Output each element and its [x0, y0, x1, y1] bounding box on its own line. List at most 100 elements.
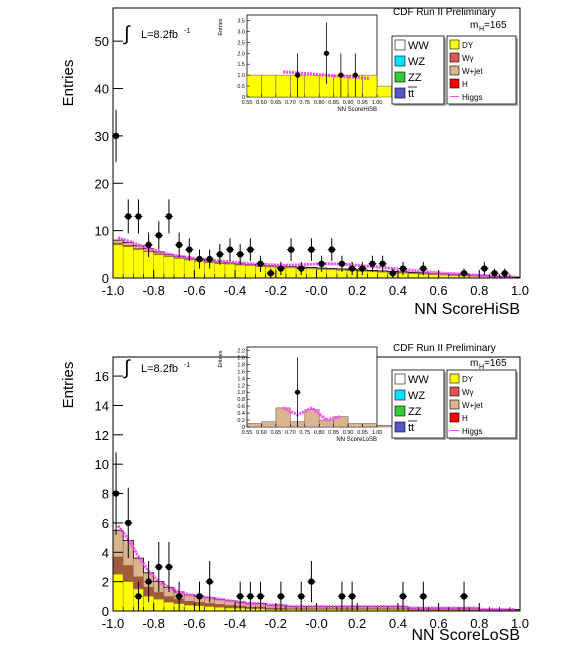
inset-x-tick-label: 0.90: [343, 430, 354, 436]
inset-x-tick-label: 0.60: [256, 100, 267, 106]
x-tick-label: -0.6: [183, 616, 205, 631]
inset-y-tick-label: 0.4: [237, 411, 245, 417]
y-tick-label: 10: [95, 224, 109, 239]
bkg-dy-bar: [183, 259, 195, 279]
luminosity-label: ∫ L=8.2fb -1: [123, 23, 190, 45]
panel-1: -1.0 -0.8 -0.6 -0.4 -0.2 -0.0 0.2 0.4 0.6 0.8 1.00…: [60, 7, 529, 318]
data-point: [379, 260, 386, 267]
data-point: [206, 255, 213, 263]
data-point: [125, 519, 132, 527]
data-point: [112, 132, 120, 140]
inset-y-tick-label: 3.0: [237, 29, 245, 35]
data-point: [125, 213, 132, 220]
bkg-dy-bar: [245, 265, 256, 279]
inset-data-point: [338, 72, 344, 78]
data-point: [308, 578, 315, 585]
inset-x-tick-label: 0.70: [285, 100, 296, 106]
luminosity-exponent: -1: [184, 362, 190, 369]
legend-label-wjet: W+jet: [462, 401, 483, 410]
x-tick-label: -0.8: [142, 616, 164, 631]
legend-label-wgamma: Wγ: [462, 54, 474, 63]
legend-swatch: [394, 87, 406, 99]
y-tick-label: 2: [102, 575, 109, 590]
data-point: [196, 593, 203, 600]
data-point: [165, 213, 173, 220]
panel-2: -1.0 -0.8 -0.6 -0.4 -0.2 -0.0 0.2 0.4 0.6 0.8 1.00…: [60, 343, 529, 644]
mass-subscript: H: [479, 364, 484, 371]
x-tick-label: -1.0: [102, 616, 124, 631]
legend-label-wz: WZ: [408, 56, 425, 68]
inset-x-tick-label: 0.70: [285, 430, 296, 436]
x-tick-label: 1.0: [511, 283, 529, 298]
inset-bkg-bar: [275, 407, 291, 428]
legend-label-dy: DY: [462, 375, 474, 384]
mass-value: =165: [484, 358, 507, 369]
inset-bkg-bar: [304, 409, 320, 428]
x-tick-label: -0.6: [183, 283, 205, 298]
inset-y-tick-label: 1.4: [237, 376, 245, 382]
inset-x-tick-label: 0.95: [357, 430, 368, 436]
data-point: [328, 246, 335, 253]
inset-x-tick-label: 1.00: [372, 430, 383, 436]
data-point: [257, 593, 264, 600]
data-point: [165, 563, 173, 571]
data-point: [338, 260, 346, 267]
x-tick-label: -0.4: [224, 283, 246, 298]
y-axis-title: Entries: [60, 362, 77, 409]
higgs-mass-label: m H =165: [470, 20, 507, 33]
bkg-dy-bar: [214, 607, 226, 612]
bkg-dy-bar: [153, 599, 165, 612]
data-point: [308, 246, 315, 253]
inset-x-tick-label: 0.85: [328, 430, 339, 436]
inset-y-tick-label: 1.0: [237, 73, 245, 79]
x-tick-label: -0.2: [265, 616, 287, 631]
x-tick-label: -0.2: [265, 283, 287, 298]
inset-x-tick-label: 0.55: [242, 430, 253, 436]
inset-x-tick-label: 0.90: [343, 100, 354, 106]
bkg-dy-bar: [183, 604, 195, 612]
legend-label-dy: DY: [462, 41, 474, 50]
bkg-dy-bar: [224, 264, 236, 279]
inset-x-tick-label: 1.00: [372, 100, 383, 106]
inset-x-tick-label: 0.65: [271, 430, 282, 436]
inset-plot: 0.55 0.60 0.65 0.70 0.75 0.80 0.85 0.90 0.95 1.00…: [218, 346, 392, 443]
inset-data-point: [294, 389, 301, 395]
inset-data-point: [323, 50, 330, 56]
inset-y-tick-label: 1.6: [237, 369, 245, 375]
data-point: [481, 265, 488, 272]
bkg-dy-bar: [133, 249, 144, 279]
mass-symbol: m: [470, 20, 478, 31]
inset-y-tick-label: 0: [242, 95, 245, 101]
inset-y-tick-label: 0.6: [237, 404, 245, 410]
bkg-dy-bar: [234, 264, 246, 279]
bkg-dy-bar: [122, 246, 134, 279]
legend-right: DY Wγ W+jet H Higgs: [446, 35, 518, 106]
mass-value: =165: [484, 20, 507, 31]
legend-swatch: [394, 71, 406, 83]
data-point: [491, 270, 498, 277]
bkg-dy-bar: [153, 254, 165, 279]
inset-x-axis-title: NN ScoreLoSB: [336, 437, 377, 443]
inset-y-tick-label: 2.0: [237, 51, 245, 57]
data-point: [247, 246, 254, 253]
data-point: [247, 593, 254, 600]
y-tick-label: 30: [95, 129, 109, 144]
data-point: [420, 265, 427, 272]
bkg-dy-bar: [326, 269, 338, 279]
bkg-dy-bar: [377, 272, 388, 279]
inset-y-tick-label: 0.2: [237, 418, 245, 424]
integral-symbol: ∫: [123, 23, 131, 45]
inset-x-tick-label: 0.65: [271, 100, 282, 106]
bkg-dy-bar: [407, 273, 419, 279]
data-point: [267, 270, 274, 277]
legend-label-tt: tt: [408, 88, 414, 100]
mass-symbol: m: [470, 358, 478, 369]
inset-y-tick-label: 1.2: [237, 383, 245, 389]
inset-y-tick-label: 2.0: [237, 355, 245, 361]
inset-bkg-bar: [304, 74, 320, 98]
data-point: [236, 593, 244, 600]
legend-swatch: [449, 78, 460, 89]
higgs-signal-line: [117, 236, 515, 279]
legend-label-ww: WW: [408, 374, 429, 386]
